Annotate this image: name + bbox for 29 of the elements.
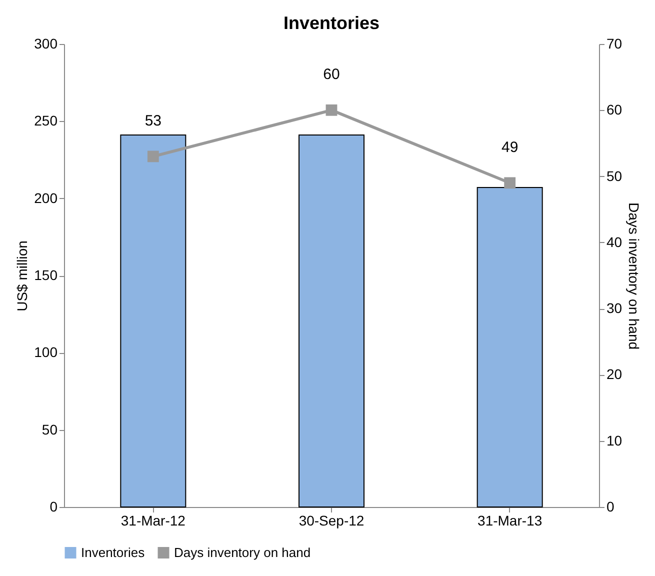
legend-label: Inventories — [81, 544, 146, 560]
y-tick-label: 200 — [34, 190, 58, 206]
y2-tick-label: 40 — [606, 234, 622, 250]
y2-tick-label: 20 — [606, 366, 622, 382]
y-tick-label: 100 — [34, 344, 58, 360]
point — [147, 150, 159, 162]
x-tick-label: 30-Sep-12 — [298, 512, 364, 528]
y-tick-label: 50 — [42, 421, 58, 438]
y-tick-label: 150 — [34, 267, 58, 283]
legend-label: Days inventory on hand — [174, 544, 311, 560]
y2-tick-label: 70 — [606, 36, 622, 52]
data-label: 49 — [501, 138, 518, 156]
data-label: 53 — [144, 112, 162, 130]
y2-tick-label: 10 — [606, 432, 622, 448]
y2-tick-label: 60 — [606, 102, 622, 118]
y-tick-label: 0 — [50, 498, 58, 514]
y2-tick-label: 30 — [606, 300, 622, 316]
y2-tick-label: 0 — [606, 498, 614, 514]
chart-title: Inventories — [283, 13, 380, 33]
data-label: 60 — [323, 66, 340, 84]
y2-axis-title: Days inventory on hand — [626, 202, 642, 350]
y-tick-label: 250 — [34, 112, 58, 129]
point — [504, 177, 516, 189]
y-tick-label: 300 — [34, 36, 58, 52]
y-axis-title: US$ million — [14, 240, 30, 312]
point — [326, 104, 338, 116]
y2-tick-label: 50 — [606, 168, 622, 184]
x-tick-label: 31-Mar-13 — [478, 512, 542, 528]
x-tick-label: 31-Mar-12 — [120, 512, 186, 528]
